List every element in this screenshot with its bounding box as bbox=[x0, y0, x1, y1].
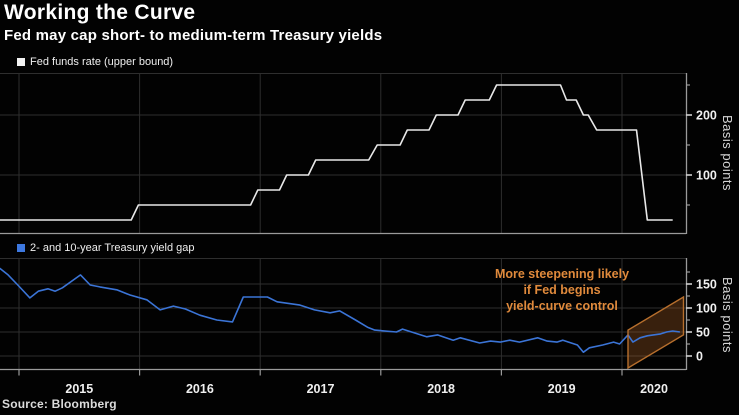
annotation-line-2: if Fed begins bbox=[523, 283, 601, 297]
x-tick-label: 2019 bbox=[548, 382, 576, 396]
yield-gap-swatch-icon bbox=[17, 244, 25, 252]
legend-fed-funds-label: Fed funds rate (upper bound) bbox=[30, 56, 174, 68]
legend-fed-funds: Fed funds rate (upper bound) bbox=[17, 56, 173, 68]
projection-wedge-outline bbox=[627, 295, 685, 370]
source-label: Source: Bloomberg bbox=[2, 397, 117, 411]
y-tick-label: 50 bbox=[696, 326, 710, 340]
yield-gap-line bbox=[0, 267, 681, 353]
projection-wedge-fill bbox=[628, 297, 684, 368]
steepening-annotation: More steepening likely if Fed begins yie… bbox=[495, 266, 629, 314]
y-tick-label: 150 bbox=[696, 278, 717, 292]
x-tick-label: 2016 bbox=[186, 382, 214, 396]
x-tick-label: 2018 bbox=[427, 382, 455, 396]
legend-yield-gap: 2- and 10-year Treasury yield gap bbox=[17, 242, 194, 254]
annotation-line-3: yield-curve control bbox=[506, 299, 618, 313]
y-tick-label: 100 bbox=[696, 302, 717, 316]
legend-yield-gap-label: 2- and 10-year Treasury yield gap bbox=[30, 242, 195, 254]
top-axis-title: Basis points bbox=[720, 114, 735, 192]
fed-funds-line bbox=[0, 84, 673, 221]
x-tick-label: 2015 bbox=[65, 382, 93, 396]
y-tick-label: 100 bbox=[696, 169, 717, 183]
x-tick-label: 2017 bbox=[307, 382, 335, 396]
chart-subtitle: Fed may cap short- to medium-term Treasu… bbox=[4, 27, 383, 44]
fed-funds-swatch-icon bbox=[17, 58, 25, 66]
y-tick-label: 200 bbox=[696, 109, 717, 123]
x-tick-label: 2020 bbox=[640, 382, 668, 396]
annotation-line-1: More steepening likely bbox=[494, 267, 630, 281]
page-title: Working the Curve bbox=[4, 1, 196, 24]
y-tick-label: 0 bbox=[696, 350, 703, 364]
bottom-axis-title: Basis points bbox=[720, 276, 735, 354]
